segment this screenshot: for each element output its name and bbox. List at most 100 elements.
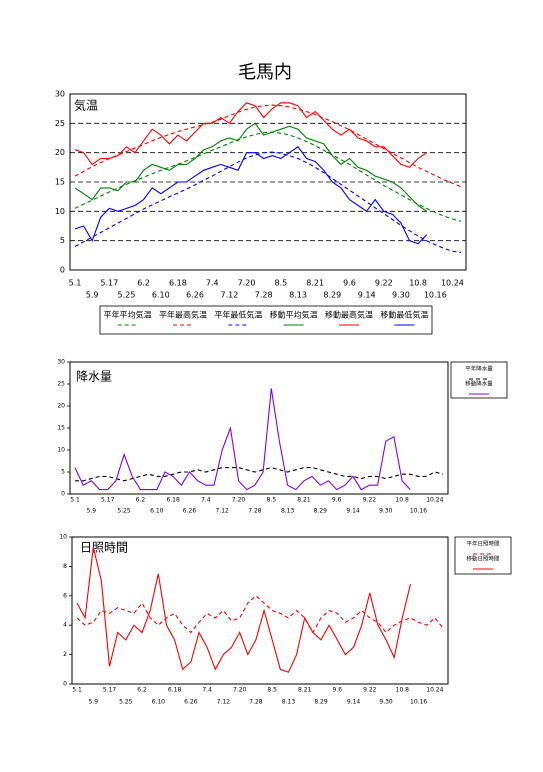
y-tick-label: 10 bbox=[57, 447, 65, 454]
x-tick-label: 10.16 bbox=[410, 508, 427, 515]
series-line bbox=[74, 131, 462, 222]
x-tick-label: 9.14 bbox=[346, 508, 360, 515]
legend-label: 平年日照時間 bbox=[466, 540, 500, 548]
y-tick-label: 5 bbox=[61, 469, 65, 476]
x-tick-label: 9.22 bbox=[375, 279, 393, 288]
x-tick-label: 7.4 bbox=[201, 497, 211, 504]
x-tick-label: 10.8 bbox=[396, 687, 410, 694]
y-tick-label: 30 bbox=[57, 359, 65, 366]
y-tick-label: 10 bbox=[59, 534, 67, 541]
x-tick-label: 9.30 bbox=[392, 291, 410, 300]
y-tick-label: 20 bbox=[57, 403, 65, 410]
x-tick-label: 8.13 bbox=[281, 508, 295, 515]
legend-box bbox=[450, 361, 508, 399]
x-tick-label: 7.28 bbox=[248, 508, 262, 515]
y-tick-label: 0 bbox=[60, 266, 65, 275]
x-tick-label: 6.10 bbox=[152, 699, 166, 706]
legend-label: 平年降水量 bbox=[465, 365, 493, 373]
x-tick-label: 7.20 bbox=[238, 279, 256, 288]
legend-label: 平年最低気温 bbox=[214, 310, 262, 320]
series-line bbox=[74, 146, 428, 245]
y-tick-label: 20 bbox=[55, 148, 65, 157]
x-tick-label: 10.24 bbox=[426, 497, 443, 504]
y-tick-label: 4 bbox=[63, 622, 67, 629]
x-tick-label: 9.14 bbox=[358, 291, 376, 300]
x-tick-label: 6.18 bbox=[168, 687, 182, 694]
x-tick-label: 8.29 bbox=[314, 699, 328, 706]
legend-label: 移動最高気温 bbox=[325, 310, 373, 320]
y-tick-label: 6 bbox=[63, 592, 67, 599]
y-tick-label: 30 bbox=[55, 90, 65, 99]
x-tick-label: 5.25 bbox=[118, 291, 136, 300]
x-tick-label: 6.10 bbox=[150, 508, 164, 515]
x-tick-label: 7.4 bbox=[206, 279, 219, 288]
x-tick-label: 6.10 bbox=[152, 291, 170, 300]
x-tick-label: 8.5 bbox=[274, 279, 287, 288]
x-tick-label: 5.25 bbox=[117, 508, 131, 515]
plot-area bbox=[69, 361, 449, 495]
plot-area bbox=[71, 536, 449, 685]
y-tick-label: 10 bbox=[55, 207, 65, 216]
legend-label: 移動平均気温 bbox=[270, 310, 318, 320]
x-tick-label: 5.1 bbox=[70, 497, 80, 504]
chart-label: 日照時間 bbox=[80, 541, 128, 555]
series-line bbox=[74, 151, 462, 253]
x-tick-label: 5.1 bbox=[72, 687, 82, 694]
x-tick-label: 7.12 bbox=[216, 508, 230, 515]
x-tick-label: 8.21 bbox=[306, 279, 324, 288]
legend-box bbox=[99, 305, 433, 335]
series-line bbox=[74, 102, 428, 168]
x-tick-label: 9.22 bbox=[363, 497, 377, 504]
chart-label: 気温 bbox=[74, 98, 98, 113]
x-tick-label: 5.9 bbox=[86, 291, 99, 300]
x-tick-label: 7.12 bbox=[217, 699, 231, 706]
x-tick-label: 7.28 bbox=[255, 291, 273, 300]
x-tick-label: 8.5 bbox=[266, 497, 276, 504]
x-tick-label: 5.17 bbox=[101, 497, 115, 504]
x-tick-label: 10.24 bbox=[426, 687, 443, 694]
legend-label: 平年最高気温 bbox=[159, 310, 207, 320]
y-tick-label: 15 bbox=[57, 425, 65, 432]
x-tick-label: 7.4 bbox=[202, 687, 212, 694]
x-tick-label: 8.29 bbox=[314, 508, 328, 515]
legend-label: 平年平均気温 bbox=[104, 310, 152, 320]
x-tick-label: 9.14 bbox=[347, 699, 361, 706]
x-tick-label: 8.21 bbox=[297, 497, 311, 504]
series-line bbox=[76, 547, 412, 673]
y-tick-label: 0 bbox=[61, 491, 65, 498]
y-tick-label: 25 bbox=[57, 381, 65, 388]
x-tick-label: 6.26 bbox=[186, 291, 204, 300]
y-tick-label: 0 bbox=[63, 681, 67, 688]
x-tick-label: 7.20 bbox=[232, 497, 246, 504]
x-tick-label: 9.30 bbox=[379, 699, 393, 706]
legend-label: 移動降水量 bbox=[465, 380, 493, 388]
x-tick-label: 8.21 bbox=[298, 687, 312, 694]
legend-label: 移動最低気温 bbox=[380, 310, 428, 320]
x-tick-label: 5.25 bbox=[119, 699, 133, 706]
x-tick-label: 10.8 bbox=[395, 497, 409, 504]
x-tick-label: 6.26 bbox=[183, 508, 197, 515]
x-tick-label: 5.9 bbox=[87, 508, 97, 515]
x-tick-label: 9.6 bbox=[332, 687, 342, 694]
x-tick-label: 9.30 bbox=[379, 508, 393, 515]
x-tick-label: 8.29 bbox=[323, 291, 341, 300]
x-tick-label: 6.26 bbox=[184, 699, 198, 706]
chart-label: 降水量 bbox=[76, 370, 112, 384]
x-tick-label: 5.1 bbox=[69, 279, 82, 288]
y-tick-label: 2 bbox=[63, 651, 67, 658]
page-title: 毛馬内 bbox=[238, 62, 292, 83]
x-tick-label: 8.13 bbox=[289, 291, 307, 300]
x-tick-label: 6.2 bbox=[137, 279, 150, 288]
x-tick-label: 5.17 bbox=[100, 279, 118, 288]
x-tick-label: 6.18 bbox=[169, 279, 187, 288]
y-tick-label: 25 bbox=[55, 119, 65, 128]
x-tick-label: 5.9 bbox=[88, 699, 98, 706]
x-tick-label: 7.28 bbox=[249, 699, 263, 706]
y-tick-label: 15 bbox=[55, 178, 65, 187]
x-tick-label: 6.2 bbox=[137, 687, 147, 694]
series-line bbox=[74, 388, 411, 491]
x-tick-label: 6.2 bbox=[136, 497, 146, 504]
x-tick-label: 10.16 bbox=[410, 699, 427, 706]
x-tick-label: 9.6 bbox=[332, 497, 342, 504]
